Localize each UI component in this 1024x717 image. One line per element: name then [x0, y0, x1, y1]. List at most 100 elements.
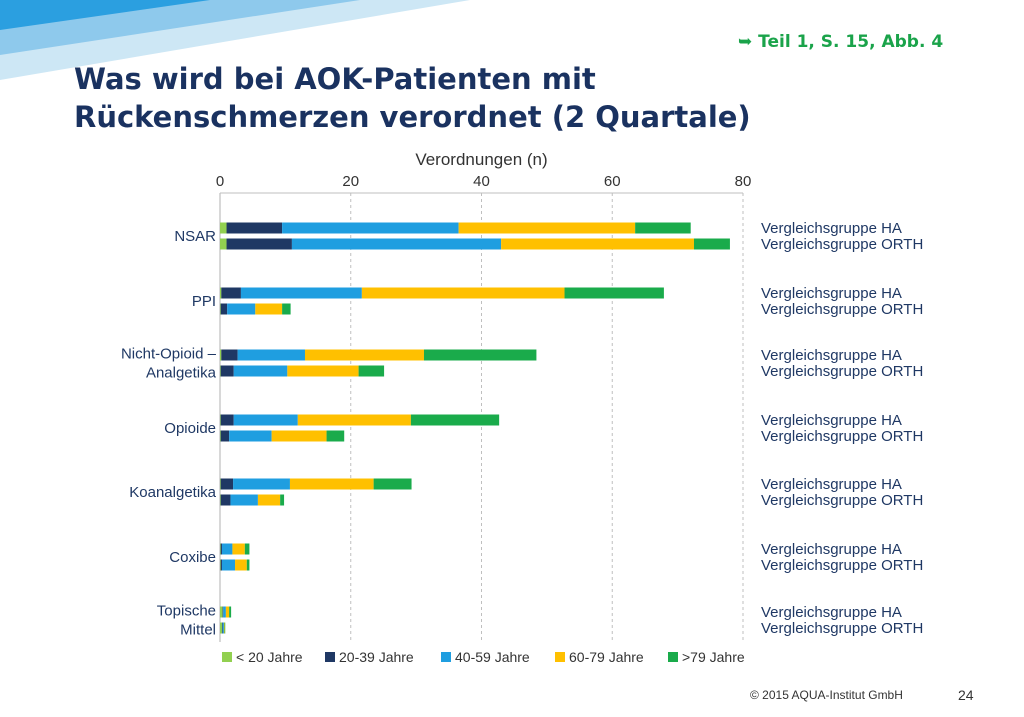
legend-label: < 20 Jahre: [236, 649, 303, 665]
category-label-line: Topische: [157, 603, 216, 620]
bar-segment: [220, 543, 221, 555]
legend-swatch: [555, 652, 565, 662]
bar-segment: [220, 606, 223, 618]
bar-segment: [635, 222, 691, 234]
category-label: Nicht-Opioid – Analgetika: [121, 346, 217, 382]
category-label-line: NSAR: [174, 228, 216, 245]
group-label: Vergleichsgruppe ORTH: [761, 363, 923, 380]
legend-swatch: [668, 652, 678, 662]
bar-segment: [235, 559, 247, 571]
bar-segment: [230, 494, 258, 506]
bar-segment: [224, 622, 226, 634]
category-label-line: Koanalgetika: [129, 484, 216, 501]
category-label: NSAR: [174, 228, 216, 245]
bar-segment: [220, 430, 230, 442]
bar-segment: [220, 494, 221, 506]
bar-segment: [410, 414, 500, 426]
bar-segment: [358, 365, 385, 377]
bar-segment: [223, 622, 225, 634]
bar-segment: [220, 543, 222, 555]
group-label: Vergleichsgruppe HA: [761, 347, 902, 364]
bar-segment: [240, 287, 362, 299]
bar-segment: [244, 543, 250, 555]
group-label: Vergleichsgruppe HA: [761, 541, 902, 558]
group-label: Vergleichsgruppe ORTH: [761, 301, 923, 318]
bar-segment: [222, 622, 224, 634]
bar-segment: [693, 238, 730, 250]
legend-swatch: [222, 652, 232, 662]
bar-segment: [326, 430, 345, 442]
bar-segment: [229, 606, 232, 618]
bar-segment: [220, 622, 222, 634]
x-tick-label: 60: [604, 173, 621, 190]
bar-segment: [221, 349, 238, 361]
bar-segment: [220, 365, 221, 377]
bar-segment: [220, 287, 222, 299]
x-tick-label: 0: [216, 173, 224, 190]
bar-segment: [282, 303, 291, 315]
bar-segment: [220, 478, 234, 490]
category-label: Koanalgetika: [129, 484, 216, 501]
bar-segment: [221, 622, 223, 634]
bar-segment: [501, 238, 694, 250]
bar-segment: [458, 222, 636, 234]
bar-segment: [233, 478, 290, 490]
bar-segment: [220, 430, 221, 442]
bar-segment: [220, 303, 221, 315]
bar-segment: [304, 349, 424, 361]
x-tick-label: 40: [473, 173, 490, 190]
group-label: Vergleichsgruppe HA: [761, 220, 902, 237]
page-number: 24: [958, 687, 974, 703]
bar-segment: [220, 414, 234, 426]
legend-swatch: [441, 652, 451, 662]
group-label: Vergleichsgruppe HA: [761, 604, 902, 621]
bar-segment: [282, 222, 459, 234]
category-label: Coxibe: [169, 549, 216, 566]
bar-segment: [220, 349, 222, 361]
bar-segment: [220, 222, 227, 234]
legend-label: >79 Jahre: [682, 649, 745, 665]
header-decoration: [0, 0, 470, 80]
legend-label: 40-59 Jahre: [455, 649, 530, 665]
bar-segment: [291, 238, 502, 250]
bar-segment: [237, 349, 305, 361]
bar-segment: [229, 430, 272, 442]
bar-segment: [233, 365, 288, 377]
bar-segment: [423, 349, 537, 361]
bar-segment: [220, 478, 221, 490]
slide-title-line-1: Was wird bei AOK-Patienten mit: [74, 62, 596, 96]
bar-segment: [221, 287, 241, 299]
x-axis-label: Verordnungen (n): [415, 150, 547, 169]
category-label: Opioide: [164, 420, 216, 437]
reference-link[interactable]: ➥ Teil 1, S. 15, Abb. 4: [738, 32, 944, 52]
bar-segment: [232, 543, 245, 555]
group-label: Vergleichsgruppe ORTH: [761, 620, 923, 637]
slide-title-line-2: Rückenschmerzen verordnet (2 Quartale): [74, 100, 751, 134]
bar-segment: [289, 478, 374, 490]
x-tick-label: 80: [735, 173, 752, 190]
bar-segment: [226, 222, 283, 234]
bar-segment: [226, 238, 292, 250]
category-label-line: Analgetika: [146, 365, 217, 382]
bar-segment: [361, 287, 565, 299]
slide-title: Was wird bei AOK-Patienten mit Rückensch…: [74, 60, 751, 136]
category-label-line: Nicht-Opioid –: [121, 346, 217, 363]
bar-segment: [373, 478, 412, 490]
bar-segment: [564, 287, 664, 299]
bar-segment: [257, 494, 281, 506]
bar-segment: [246, 559, 250, 571]
category-label-line: Opioide: [164, 420, 216, 437]
legend-label: 20-39 Jahre: [339, 649, 414, 665]
bar-segment: [287, 365, 359, 377]
x-tick-label: 20: [342, 173, 359, 190]
category-label-line: Coxibe: [169, 549, 216, 566]
bar-segment: [220, 303, 228, 315]
bar-segment: [233, 414, 298, 426]
bar-segment: [220, 494, 231, 506]
legend-label: 60-79 Jahre: [569, 649, 644, 665]
header-stripe-dark: [0, 0, 210, 30]
bar-segment: [280, 494, 285, 506]
bar-segment: [227, 303, 256, 315]
bar-segment: [222, 606, 224, 618]
category-label: PPI: [192, 293, 216, 310]
